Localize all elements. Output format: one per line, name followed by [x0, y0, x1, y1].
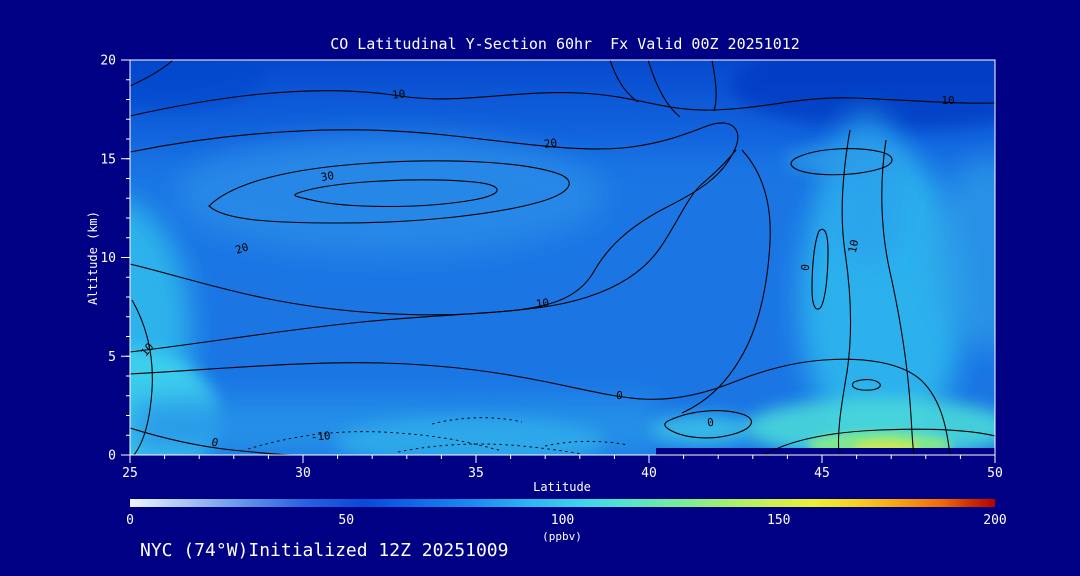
- contour-label: 30: [320, 169, 335, 184]
- colorbar-ticks: 0 50 100 150 200: [126, 513, 1007, 528]
- y-tick-label: 10: [100, 251, 116, 266]
- y-axis-ticks: 0 5 10 15 20: [100, 54, 130, 464]
- co-fill-field: [130, 60, 995, 455]
- contour-label: -10: [310, 429, 331, 444]
- x-tick-label: 45: [814, 466, 830, 481]
- contour-line-0-lower-left: [130, 427, 297, 455]
- contour-line-tiny-closed: [851, 379, 881, 391]
- contour-label: 10: [535, 296, 550, 311]
- fill-topright-dark: [730, 60, 995, 130]
- colorbar-tick-label: 150: [767, 513, 790, 528]
- colorbar-tick-label: 100: [551, 513, 574, 528]
- terrain-mask: [656, 448, 995, 455]
- contour-line-inner-closed: [294, 179, 498, 208]
- y-tick-label: 15: [100, 152, 116, 167]
- x-axis-ticks: 25 30 35 40 45 50: [122, 455, 1003, 481]
- colorbar: [130, 499, 995, 507]
- y-axis-label: Altitude (km): [86, 211, 100, 305]
- colorbar-tick-label: 0: [126, 513, 134, 528]
- fill-upper-mid-light: [175, 135, 605, 255]
- footer-run-info: NYC (74°W)Initialized 12Z 20251009: [140, 540, 508, 561]
- contour-label: 0: [799, 263, 813, 271]
- y-tick-label: 5: [108, 350, 116, 365]
- contour-line-neg-dashed-2: [397, 443, 583, 455]
- x-tick-label: 40: [641, 466, 657, 481]
- contour-overlay: [130, 60, 995, 455]
- x-tick-label: 25: [122, 466, 138, 481]
- contour-line-topright-closed: [790, 148, 893, 176]
- colorbar-tick-label: 200: [983, 513, 1006, 528]
- contour-line-10-right-vertical: [837, 129, 852, 455]
- contour-line-topleft-corner: [130, 60, 174, 87]
- contour-line-30-closed: [208, 160, 570, 224]
- x-axis-label: Latitude: [533, 480, 591, 494]
- contour-line-right-parallel: [881, 139, 915, 455]
- contour-line-10-mid: [130, 149, 737, 353]
- colorbar-units-label: (ppbv): [542, 530, 582, 543]
- contour-label: 20: [234, 240, 251, 256]
- contour-line-0-closed-bottom: [664, 410, 752, 439]
- contour-label: 10: [392, 87, 406, 101]
- x-tick-label: 50: [987, 466, 1003, 481]
- contour-line-20-loop: [130, 122, 739, 316]
- contour-line-0-long: [130, 358, 951, 455]
- contour-label: 0: [706, 416, 714, 430]
- fill-right-upper-cyan: [824, 112, 908, 268]
- x-tick-label: 35: [468, 466, 484, 481]
- contour-label: 10: [846, 238, 861, 254]
- contour-label: 0: [615, 389, 623, 403]
- x-tick-label: 30: [295, 466, 311, 481]
- contour-line-fold-1: [711, 60, 717, 112]
- contour-line-0-small-vertical: [811, 228, 829, 310]
- contour-label: 20: [543, 136, 558, 151]
- contour-line-fold-2: [647, 60, 681, 118]
- fill-right-edge-light: [932, 160, 995, 350]
- contour-line-neg-dashed-4: [544, 440, 629, 447]
- plot-title: CO Latitudinal Y-Section 60hr Fx Valid 0…: [330, 35, 800, 53]
- contour-label: 10: [941, 94, 954, 107]
- contour-line-fold-3: [609, 60, 639, 103]
- y-tick-label: 20: [100, 54, 116, 69]
- contour-line-right-mid-curve: [681, 149, 771, 414]
- contour-line-bottomright: [763, 428, 995, 455]
- y-tick-label: 0: [108, 449, 116, 464]
- contour-label: 0: [210, 435, 220, 449]
- contour-line-10-upper: [130, 90, 995, 117]
- fill-bottom-closed-cyan: [650, 414, 754, 446]
- colorbar-tick-label: 50: [338, 513, 354, 528]
- fill-bottom-mid-cyan: [335, 417, 605, 455]
- contour-line-10-left-branch: [131, 299, 153, 455]
- contour-line-neg10-dashed: [247, 431, 503, 452]
